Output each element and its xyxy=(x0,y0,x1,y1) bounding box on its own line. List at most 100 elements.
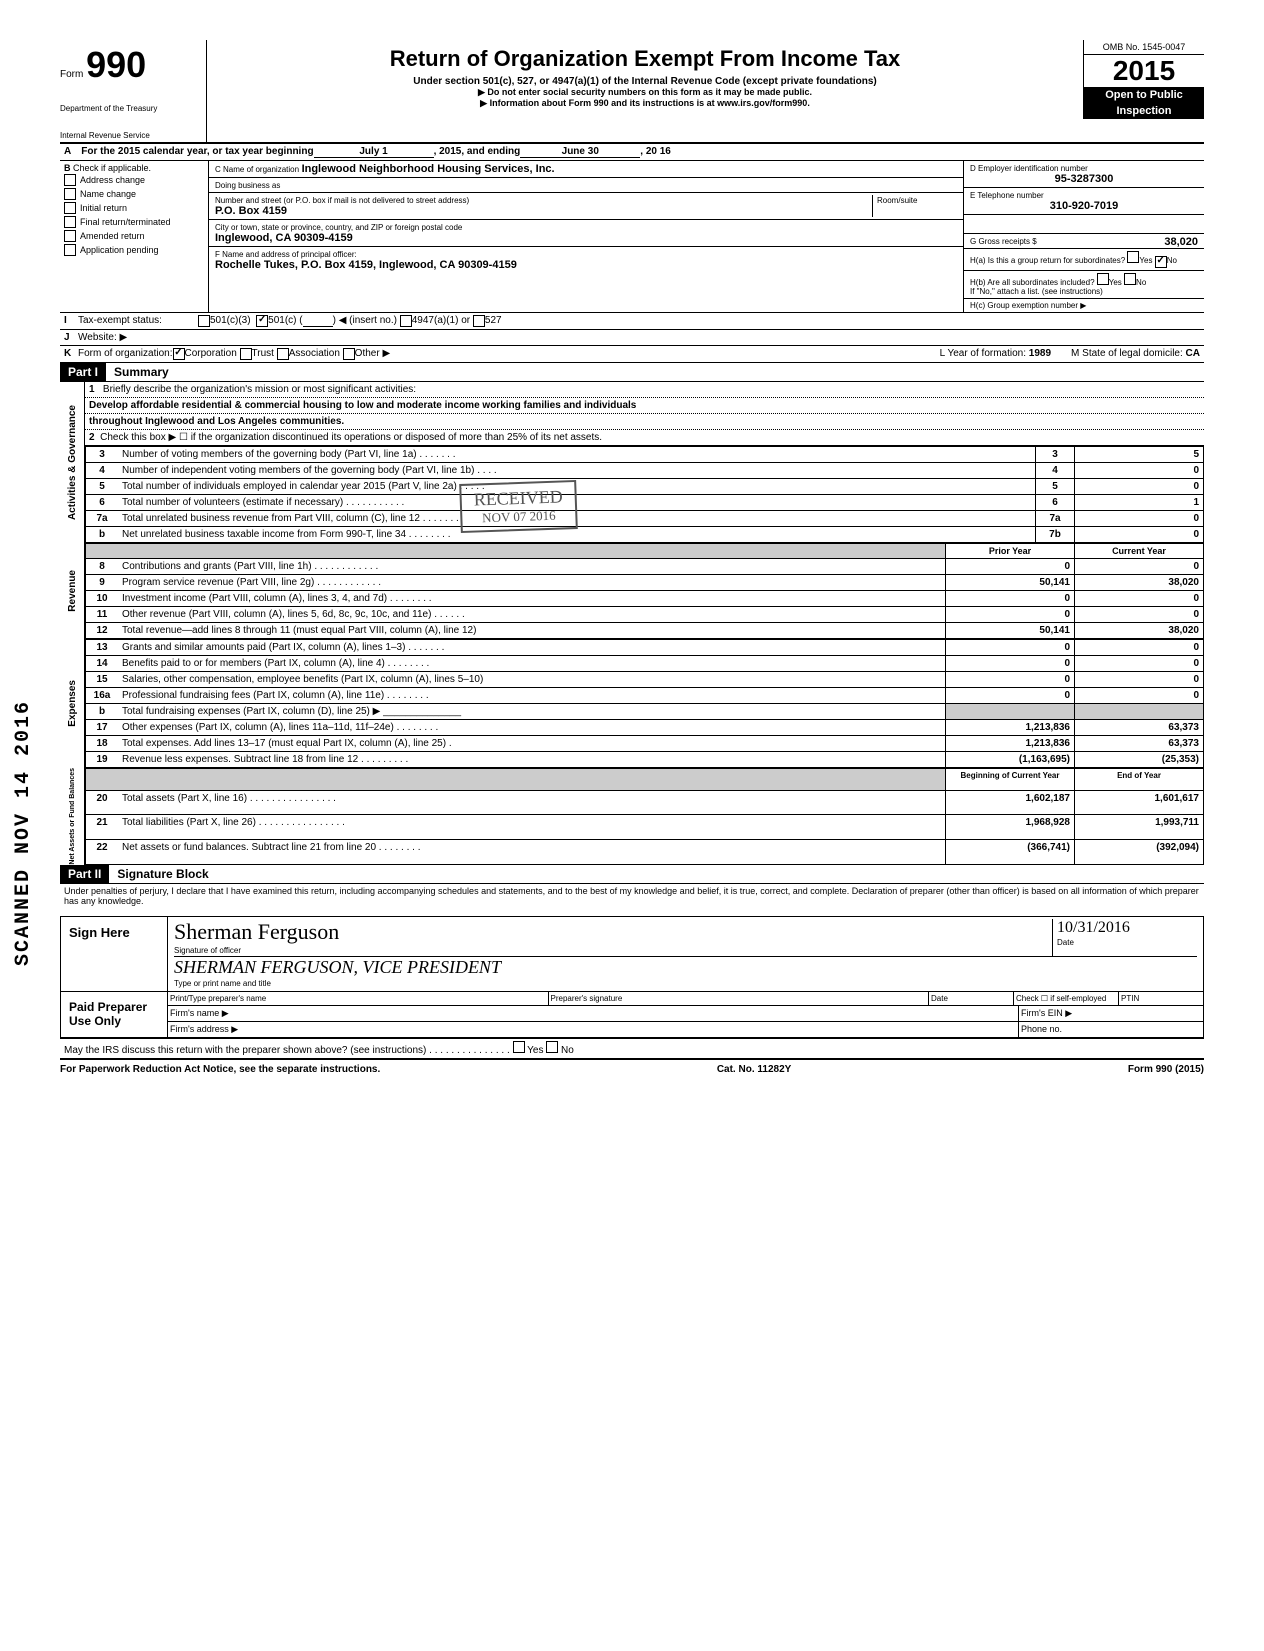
form-title: Return of Organization Exempt From Incom… xyxy=(215,46,1075,72)
signature-block: Sign Here Sherman FergusonSignature of o… xyxy=(60,916,1204,1039)
dba-label: Doing business as xyxy=(215,181,280,190)
row-desc: Grants and similar amounts paid (Part IX… xyxy=(118,640,946,656)
sig-label: Signature of officer xyxy=(174,946,241,955)
row-desc: Revenue less expenses. Subtract line 18 … xyxy=(118,752,946,768)
d-label: D Employer identification number xyxy=(970,164,1088,173)
current-val: 63,373 xyxy=(1075,720,1204,736)
check-1[interactable] xyxy=(64,188,76,200)
check-4[interactable] xyxy=(64,230,76,242)
corp-checkbox[interactable] xyxy=(173,348,185,360)
irs-no: No xyxy=(561,1045,574,1056)
omb-number: OMB No. 1545-0047 xyxy=(1084,40,1204,55)
row-num: 16a xyxy=(86,688,119,704)
phone-val: 310-920-7019 xyxy=(970,200,1198,212)
g-label: G Gross receipts $ xyxy=(970,237,1037,246)
current-val: 1,601,617 xyxy=(1075,790,1204,815)
part1-header: Part I xyxy=(60,363,106,381)
irs-no-checkbox[interactable] xyxy=(546,1041,558,1053)
check-2[interactable] xyxy=(64,202,76,214)
row-col: 7b xyxy=(1036,527,1075,543)
other-checkbox[interactable] xyxy=(343,348,355,360)
501c-checkbox[interactable] xyxy=(256,315,268,327)
row-desc: Salaries, other compensation, employee b… xyxy=(118,672,946,688)
hb-no-checkbox[interactable] xyxy=(1124,273,1136,285)
ha-yes-checkbox[interactable] xyxy=(1127,251,1139,263)
ha-no: No xyxy=(1167,256,1177,265)
check-3[interactable] xyxy=(64,216,76,228)
mission-line2: throughout Inglewood and Los Angeles com… xyxy=(85,414,1204,430)
row-num: 3 xyxy=(86,447,119,463)
row-num: 8 xyxy=(86,559,119,575)
prior-year-hdr: Prior Year xyxy=(946,544,1075,559)
row-desc: Total number of individuals employed in … xyxy=(118,479,1036,495)
name-label: Type or print name and title xyxy=(174,979,271,988)
prior-val: 1,213,836 xyxy=(946,736,1075,752)
phone-label: Phone no. xyxy=(1019,1022,1203,1037)
line-a-text: For the 2015 calendar year, or tax year … xyxy=(81,146,313,158)
current-val: 0 xyxy=(1075,607,1204,623)
sig-date: 10/31/2016 xyxy=(1057,919,1130,936)
row-num: 19 xyxy=(86,752,119,768)
check-5[interactable] xyxy=(64,244,76,256)
part2-title: Signature Block xyxy=(109,867,208,881)
form-word: Form xyxy=(60,69,83,80)
city-val: Inglewood, CA 90309-4159 xyxy=(215,232,353,244)
ptin-label: PTIN xyxy=(1119,992,1203,1005)
current-val: 38,020 xyxy=(1075,575,1204,591)
hc-label: H(c) Group exemption number ▶ xyxy=(970,301,1086,310)
footer-mid: Cat. No. 11282Y xyxy=(717,1064,791,1075)
website-label: Website: ▶ xyxy=(78,332,127,343)
opt-501c3: 501(c)(3) xyxy=(210,315,251,327)
row-col: 7a xyxy=(1036,511,1075,527)
form-note2: ▶ Information about Form 990 and its ins… xyxy=(215,98,1075,109)
current-year-hdr: Current Year xyxy=(1075,544,1204,559)
vlabel-rev: Revenue xyxy=(67,570,78,612)
l-label: L Year of formation: xyxy=(940,348,1026,359)
trust-checkbox[interactable] xyxy=(240,348,252,360)
irs-yes-checkbox[interactable] xyxy=(513,1041,525,1053)
ha-yes: Yes xyxy=(1139,256,1152,265)
part2-header: Part II xyxy=(60,865,109,883)
e-label: E Telephone number xyxy=(970,191,1044,200)
prior-val: 1,968,928 xyxy=(946,815,1075,840)
ha-no-checkbox[interactable] xyxy=(1155,256,1167,268)
opt-trust: Trust xyxy=(252,348,274,360)
line-a: A For the 2015 calendar year, or tax yea… xyxy=(60,144,1204,161)
row-num: b xyxy=(86,704,119,720)
row-num: 13 xyxy=(86,640,119,656)
prior-val: 1,602,187 xyxy=(946,790,1075,815)
tax-exempt-label: Tax-exempt status: xyxy=(78,315,198,327)
prior-val: 0 xyxy=(946,591,1075,607)
assoc-checkbox[interactable] xyxy=(277,348,289,360)
row-num: 6 xyxy=(86,495,119,511)
hb-yes-checkbox[interactable] xyxy=(1097,273,1109,285)
row-val: 0 xyxy=(1075,527,1204,543)
opt-4947: 4947(a)(1) or xyxy=(412,315,470,327)
hb-label: H(b) Are all subordinates included? xyxy=(970,278,1095,287)
501c3-checkbox[interactable] xyxy=(198,315,210,327)
check-label-5: Application pending xyxy=(80,245,159,255)
q1-text: Briefly describe the organization's miss… xyxy=(103,384,416,395)
footer-right: Form 990 (2015) xyxy=(1128,1064,1204,1075)
4947-checkbox[interactable] xyxy=(400,315,412,327)
vlabel-ag: Activities & Governance xyxy=(67,405,78,520)
check-label-4: Amended return xyxy=(80,231,145,241)
row-num: b xyxy=(86,527,119,543)
line-i-label: I xyxy=(64,315,78,327)
current-val: (25,353) xyxy=(1075,752,1204,768)
officer-name: SHERMAN FERGUSON, VICE PRESIDENT xyxy=(174,957,501,977)
prep-check-label: Check ☐ if self-employed xyxy=(1014,992,1119,1005)
row-num: 15 xyxy=(86,672,119,688)
check-label-2: Initial return xyxy=(80,203,127,213)
line-j-label: J xyxy=(64,332,78,343)
check-0[interactable] xyxy=(64,174,76,186)
hb-no: No xyxy=(1136,278,1146,287)
527-checkbox[interactable] xyxy=(473,315,485,327)
city-label: City or town, state or province, country… xyxy=(215,223,462,232)
addr-val: P.O. Box 4159 xyxy=(215,205,287,217)
section-bh: B Check if applicable. Address changeNam… xyxy=(60,161,1204,313)
irs-discuss: May the IRS discuss this return with the… xyxy=(64,1045,510,1056)
ein-val: 95-3287300 xyxy=(970,173,1198,185)
prior-val: (1,163,695) xyxy=(946,752,1075,768)
check-label-1: Name change xyxy=(80,189,136,199)
